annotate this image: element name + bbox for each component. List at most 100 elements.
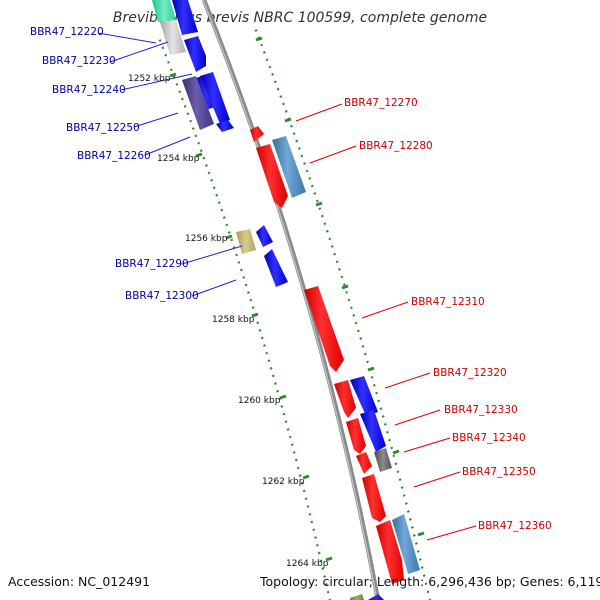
gene-arrow-purple[interactable] [182,76,214,130]
gene-label[interactable]: BBR47_12310 [411,296,485,308]
gene-label[interactable]: BBR47_12350 [462,466,536,478]
gene-arrow-red[interactable] [334,380,356,418]
minor-tick [290,443,294,447]
gene-arrow-red[interactable] [256,144,288,208]
gene-labels-right: BBR47_12270 BBR47_12280 BBR47_12310 BBR4… [344,97,552,532]
gene-label[interactable]: BBR47_12260 [77,150,151,162]
minor-tick [349,306,353,310]
minor-tick [306,505,310,508]
minor-tick [323,575,327,578]
minor-tick [269,366,273,370]
minor-tick [164,53,168,57]
minor-tick [370,376,374,379]
gene-label[interactable]: BBR47_12270 [344,97,418,109]
gene-arrow-red[interactable] [346,418,366,454]
gene-label[interactable]: BBR47_12250 [66,122,140,134]
minor-tick [244,283,248,287]
minor-tick [375,391,378,395]
minor-tick [361,344,365,348]
gene-label[interactable]: BBR47_12330 [444,404,518,416]
gene-label[interactable]: BBR47_12290 [115,258,189,270]
minor-tick [282,412,286,416]
minor-tick [222,216,226,219]
genome-backbone [201,0,381,600]
minor-tick [288,435,292,439]
minor-tick [313,192,317,195]
minor-tick [388,438,392,442]
minor-tick [172,75,176,79]
minor-tick [410,526,414,529]
minor-tick [186,112,190,116]
minor-tick [381,415,385,418]
gene-labels-left: BBR47_12220 BBR47_12230 BBR47_12240 BBR4… [30,26,199,302]
gene-arrow-blue[interactable] [256,225,273,247]
minor-tick [180,97,184,101]
gene-label[interactable]: BBR47_12320 [433,367,507,379]
gene-arrow-red[interactable] [376,520,404,584]
gene-arrow-blue[interactable] [360,410,386,452]
minor-tick [271,73,275,76]
minor-tick [273,80,277,84]
gene-label[interactable]: BBR47_12230 [42,55,116,67]
gene-arrow-red[interactable] [250,126,264,142]
minor-tick [354,321,358,325]
minor-tick [356,329,360,333]
minor-tick [315,543,319,547]
minor-tick [298,474,302,477]
minor-tick [294,458,298,462]
gene-arrow-blue[interactable] [368,594,384,600]
gene-arrow-blue[interactable] [172,0,198,35]
minor-tick [256,321,260,325]
gene-label[interactable]: BBR47_12280 [359,140,433,152]
minor-tick [191,127,195,130]
minor-tick [282,102,285,106]
gene-arrow-steel[interactable] [392,514,420,574]
minor-tick [315,199,319,203]
minor-tick [422,574,426,578]
minor-tick [251,306,255,310]
minor-tick [232,246,236,249]
gene-arrow-blue[interactable] [216,120,234,132]
minor-tick [317,551,321,555]
minor-tick [260,43,264,47]
minor-tick [297,147,301,150]
minor-tick [333,252,337,256]
minor-tick [383,422,387,426]
gene-label[interactable]: BBR47_12240 [52,84,126,96]
gene-arrow-blue[interactable] [264,249,288,287]
gene-arrow-blue[interactable] [350,376,378,416]
minor-tick [300,481,304,485]
minor-tick [352,314,356,317]
gene-label[interactable]: BBR47_12360 [478,520,552,532]
minor-tick [254,29,258,32]
gene-arrow-steel[interactable] [272,136,306,198]
gene-arrow-light-gray[interactable] [160,20,186,55]
minor-tick [310,184,314,188]
minor-tick [189,119,193,123]
scale-labels: 1252 kbp 1254 kbp 1256 kbp 1258 kbp 1260… [128,74,329,569]
gene-arrow-blue[interactable] [184,36,206,72]
gene-arrow-red[interactable] [304,286,344,372]
minor-tick [167,61,170,64]
minor-tick [385,430,389,434]
minor-tick [363,352,367,356]
gene-arrow-blue[interactable] [200,72,230,124]
gene-arrow-red[interactable] [362,474,386,522]
gene-arrow-olive[interactable] [350,594,364,600]
gene-label[interactable]: BBR47_12300 [125,290,199,302]
minor-tick [217,201,221,205]
minor-tick [321,567,325,571]
minor-tick [267,359,271,363]
gene-arrow-gray[interactable] [374,448,392,472]
gene-label[interactable]: BBR47_12220 [30,26,104,38]
minor-tick [227,231,231,234]
gene-label[interactable]: BBR47_12340 [452,432,526,444]
scale-label: 1256 kbp [185,234,228,244]
minor-tick [197,141,201,145]
gene-arrow-khaki[interactable] [236,229,256,254]
minor-tick [280,405,284,408]
minor-tick [406,510,410,513]
gene-arrow-teal[interactable] [152,0,176,22]
gene-arrow-red[interactable] [356,452,372,474]
left-strand-genes [152,0,420,600]
